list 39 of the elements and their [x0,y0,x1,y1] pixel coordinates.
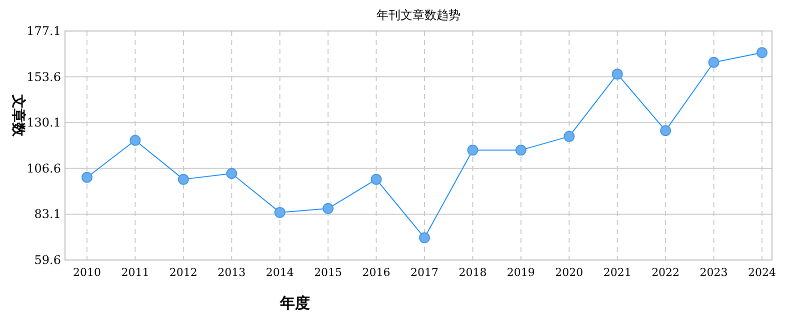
point [467,144,478,156]
point [130,134,141,146]
y-tick-label: 177.1 [26,24,61,38]
x-tick-label: 2022 [652,266,680,279]
y-tick-label: 59.6 [34,253,61,267]
x-axis-title: 年度 [279,294,310,312]
point [178,174,189,185]
point [274,206,286,218]
point [322,203,334,214]
x-tick-label: 2024 [748,266,776,279]
x-tick-label: 2014 [266,266,294,279]
point [82,172,92,183]
x-tick-label: 2012 [169,266,198,279]
point [564,130,575,142]
x-tick-label: 2011 [121,266,150,279]
point [660,125,672,136]
point [226,168,238,179]
point [370,174,382,185]
x-tick-label: 2013 [218,266,246,279]
x-tick-label: 2023 [700,266,728,279]
x-tick-label: 2015 [314,266,342,279]
y-tick-label: 83.1 [34,207,61,222]
y-axis-title: 文章数 [10,94,27,138]
x-tick-label: 2018 [458,266,487,279]
y-tick-label: 153.6 [26,70,61,84]
y-tick-label: 106.6 [26,161,61,176]
point [756,47,768,58]
chart-title: 年刊文章数趋势 [376,8,460,22]
x-tick-label: 2017 [410,266,438,279]
y-tick-label: 130.1 [26,116,61,130]
x-tick-label: 2019 [506,266,535,279]
point [708,56,720,68]
x-tick-label: 2016 [362,266,390,279]
x-tick-label: 2021 [603,266,632,279]
point [612,68,623,80]
point [515,144,526,156]
point [419,232,430,244]
x-tick-label: 2020 [555,266,584,279]
x-tick-label: 2010 [73,266,101,279]
